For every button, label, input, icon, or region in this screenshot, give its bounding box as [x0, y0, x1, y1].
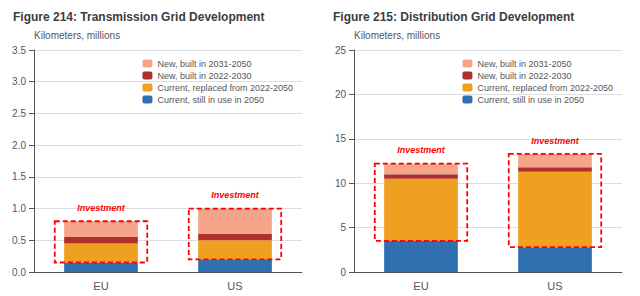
svg-text:0.5: 0.5 — [12, 235, 26, 246]
svg-text:20: 20 — [335, 89, 347, 100]
svg-text:New, built in 2031-2050: New, built in 2031-2050 — [477, 59, 571, 69]
svg-text:3.0: 3.0 — [12, 76, 26, 87]
svg-text:0: 0 — [340, 267, 346, 278]
svg-text:Current, replaced from 2022-20: Current, replaced from 2022-2050 — [157, 83, 293, 93]
svg-text:1.5: 1.5 — [12, 171, 26, 182]
svg-text:2.5: 2.5 — [12, 108, 26, 119]
svg-text:EU: EU — [413, 280, 428, 292]
svg-text:Current, still in use in 2050: Current, still in use in 2050 — [157, 95, 264, 105]
svg-text:Investment: Investment — [531, 136, 580, 146]
svg-text:2.0: 2.0 — [12, 140, 26, 151]
svg-text:1.0: 1.0 — [12, 203, 26, 214]
svg-text:Investment: Investment — [211, 190, 260, 200]
svg-text:3.5: 3.5 — [12, 45, 26, 56]
svg-text:New, built in 2031-2050: New, built in 2031-2050 — [157, 59, 251, 69]
svg-text:US: US — [547, 280, 562, 292]
svg-text:US: US — [227, 280, 242, 292]
svg-text:New, built in 2022-2030: New, built in 2022-2030 — [157, 71, 251, 81]
svg-text:25: 25 — [335, 45, 347, 56]
svg-text:Current, replaced from 2022-20: Current, replaced from 2022-2050 — [477, 83, 613, 93]
svg-text:15: 15 — [335, 133, 347, 144]
svg-text:EU: EU — [93, 280, 108, 292]
svg-text:Kilometers, millions: Kilometers, millions — [354, 30, 440, 41]
svg-text:Figure 215: Distribution Grid: Figure 215: Distribution Grid Developmen… — [333, 10, 574, 24]
svg-text:5: 5 — [340, 222, 346, 233]
svg-text:0.0: 0.0 — [12, 267, 26, 278]
svg-text:Investment: Investment — [77, 203, 126, 213]
svg-text:Current, still in use in 2050: Current, still in use in 2050 — [477, 95, 584, 105]
svg-text:Investment: Investment — [397, 145, 446, 155]
svg-text:New, built in 2022-2030: New, built in 2022-2030 — [477, 71, 571, 81]
svg-text:Kilometers, millions: Kilometers, millions — [34, 30, 120, 41]
svg-text:Figure 214: Transmission Grid: Figure 214: Transmission Grid Developmen… — [13, 10, 264, 24]
svg-text:10: 10 — [335, 178, 347, 189]
